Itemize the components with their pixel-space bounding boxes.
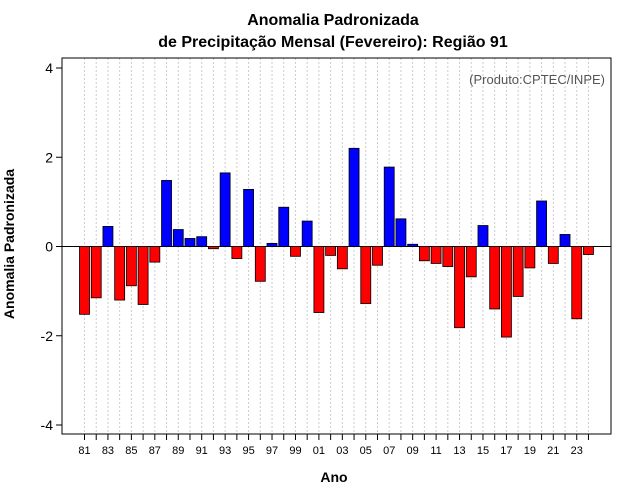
bar-1997 [266, 242, 278, 247]
x-axis-label: Ano [320, 469, 347, 485]
x-tick-label: 05 [360, 445, 372, 457]
y-tick-label: -2 [41, 328, 54, 344]
x-tick-label: 11 [430, 445, 441, 457]
bar-2016 [489, 246, 501, 310]
bar-1991 [196, 236, 208, 247]
bar-1995 [243, 188, 254, 247]
bar-1996 [254, 246, 266, 282]
bar-2000 [301, 220, 313, 247]
x-tick-label: 99 [289, 445, 301, 457]
bar-2012 [442, 246, 454, 267]
x-tick-label: 83 [102, 445, 114, 457]
bar-2023 [571, 246, 583, 320]
bar-1983 [102, 226, 114, 247]
bar-2006 [372, 246, 383, 266]
bar-2014 [465, 246, 477, 278]
bar-2002 [325, 246, 337, 256]
bar-2022 [559, 234, 571, 247]
credit-annotation: (Produto:CPTEC/INPE) [469, 72, 605, 87]
bar-1998 [278, 206, 290, 247]
bar-1982 [90, 246, 102, 299]
bar-1986 [137, 246, 149, 305]
x-tick-label: 97 [266, 445, 278, 457]
bar-1992 [208, 246, 219, 250]
x-tick-label: 81 [78, 445, 90, 457]
bar-1981 [79, 246, 90, 315]
x-tick-label: 01 [313, 445, 325, 457]
x-tick-label: 03 [336, 445, 348, 457]
bar-2019 [524, 246, 536, 269]
y-tick-label: 4 [45, 60, 53, 76]
bar-series [79, 147, 594, 338]
bar-2021 [547, 246, 559, 264]
bar-2015 [477, 225, 489, 247]
y-axis: -4 -2 0 2 4 [41, 60, 62, 433]
x-tick-label: 15 [477, 445, 489, 457]
y-tick-label: 0 [45, 239, 53, 255]
bar-1989 [172, 229, 184, 247]
bar-2011 [430, 246, 442, 264]
bar-1988 [161, 180, 172, 247]
chart-title-line2: de Precipitação Mensal (Fevereiro): Regi… [158, 34, 508, 51]
bar-2020 [536, 200, 547, 247]
bar-2007 [383, 166, 395, 247]
x-tick-label: 85 [125, 445, 137, 457]
bar-1985 [125, 246, 137, 287]
bar-2013 [454, 246, 465, 329]
bar-1990 [184, 238, 196, 247]
bar-2018 [512, 246, 524, 297]
bar-1984 [114, 246, 126, 301]
y-tick-label: -4 [41, 417, 54, 433]
x-tick-label: 21 [547, 445, 559, 457]
bar-1994 [231, 246, 243, 259]
bar-2001 [313, 246, 325, 313]
x-tick-label: 07 [383, 445, 395, 457]
bar-1999 [290, 246, 301, 257]
y-axis-label: Anomalia Padronizada [1, 169, 17, 319]
y-tick-label: 2 [45, 149, 53, 165]
chart-title-line1: Anomalia Padronizada [247, 12, 419, 29]
x-tick-label: 09 [407, 445, 419, 457]
bar-2003 [336, 246, 348, 270]
x-tick-label: 19 [524, 445, 536, 457]
bar-1993 [219, 172, 231, 247]
x-tick-label: 93 [219, 445, 231, 457]
x-tick-label: 87 [149, 445, 161, 457]
bar-2005 [360, 246, 372, 305]
x-tick-label: 91 [196, 445, 208, 457]
bar-2010 [418, 246, 430, 262]
x-tick-label: 13 [453, 445, 465, 457]
x-tick-label: 17 [500, 445, 512, 457]
bar-2004 [348, 147, 360, 247]
x-tick-label: 95 [242, 445, 254, 457]
bar-1987 [149, 246, 161, 263]
bar-2017 [501, 246, 512, 338]
bar-2008 [395, 218, 407, 247]
x-axis: 81 83 85 87 89 91 93 95 97 99 01 03 05 07 09 11 13 15 17 19… [78, 434, 589, 457]
x-tick-label: 89 [172, 445, 184, 457]
x-tick-label: 23 [571, 445, 583, 457]
bar-2009 [407, 243, 419, 247]
bar-2024 [583, 246, 594, 255]
